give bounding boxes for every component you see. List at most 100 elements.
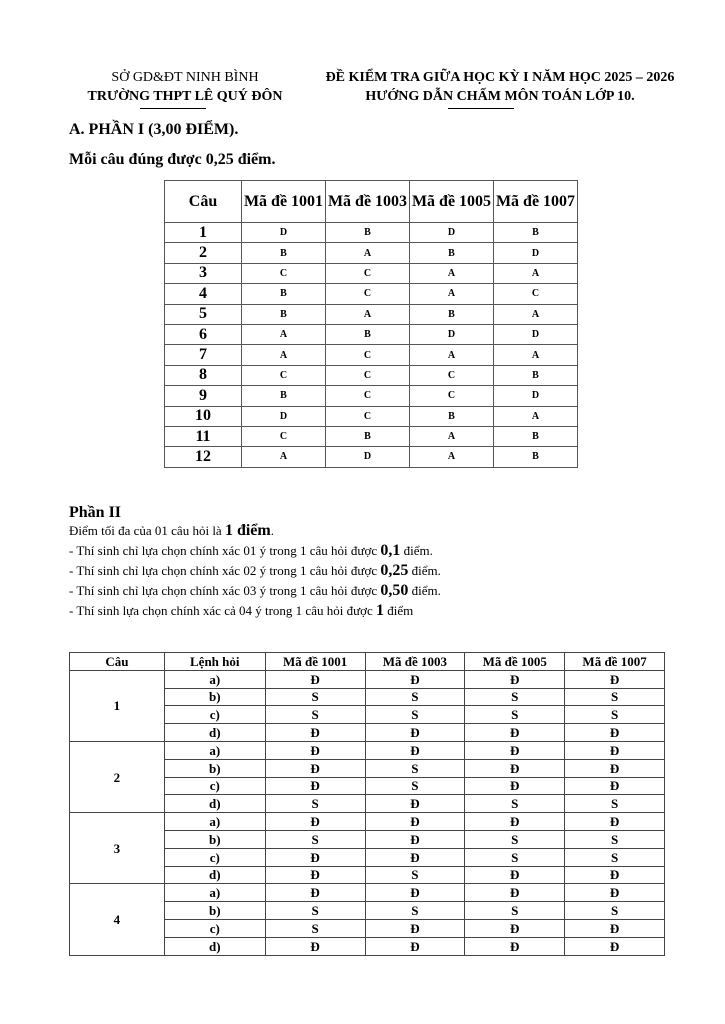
answer-cell: A (409, 425, 494, 448)
sub-question-label: c) (163, 847, 266, 867)
answer-cell: Đ (464, 776, 566, 796)
answer-cell: S (364, 901, 466, 920)
answer-cell: A (241, 446, 326, 468)
question-number: 2 (69, 740, 165, 814)
answer-cell: S (264, 918, 366, 938)
answer-cell: S (364, 705, 466, 725)
rule-text: Điểm tối đa của 01 câu hỏi là (69, 523, 225, 538)
answer-cell: S (364, 758, 466, 778)
rule-text: . (270, 523, 274, 538)
answer-cell: Đ (564, 918, 665, 938)
sub-question-label: d) (163, 794, 266, 814)
answer-cell: Đ (564, 669, 665, 689)
answer-cell: B (493, 364, 578, 387)
table-row: 11 C B A B (164, 425, 578, 448)
table-row: 2 a) Đ Đ Đ Đ (69, 740, 665, 814)
answer-cell: Đ (564, 865, 665, 885)
sub-question-label: d) (163, 936, 266, 956)
answer-cell: B (493, 221, 578, 244)
answer-cell: Đ (564, 758, 665, 778)
table-row: b) S Đ S S (70, 829, 665, 849)
answer-cell: B (241, 303, 326, 325)
answer-cell: C (325, 405, 410, 427)
rule-text: điểm. (408, 563, 441, 578)
question-number: 6 (164, 323, 242, 346)
answer-cell: S (264, 901, 366, 920)
answer-cell: S (464, 687, 566, 707)
answer-cell: S (364, 776, 466, 796)
table-row: c) Đ Đ S S (70, 847, 665, 867)
question-number: 7 (164, 344, 242, 366)
column-header: Mã đề 1001 (264, 652, 366, 671)
rule-line: Điểm tối đa của 01 câu hỏi là 1 điểm. (69, 521, 441, 541)
answer-cell: C (409, 364, 494, 387)
rule-text: - Thí sinh chỉ lựa chọn chính xác 01 ý t… (69, 543, 381, 558)
column-header: Mã đề 1007 (564, 652, 665, 671)
divider (448, 108, 514, 109)
answer-cell: A (409, 283, 494, 305)
question-number: 1 (69, 669, 165, 742)
answer-cell: C (493, 283, 578, 305)
sub-question-label: a) (163, 812, 266, 831)
answer-cell: B (241, 283, 326, 305)
question-number: 3 (69, 812, 165, 885)
answer-cell: B (325, 221, 410, 244)
table-row: 10 D C B A (164, 405, 578, 427)
answer-cell: A (325, 242, 410, 264)
part1-answer-table: Câu Mã đề 1001 Mã đề 1003 Mã đề 1005 Mã đề 1… (164, 180, 578, 468)
answer-cell: C (409, 385, 494, 407)
part1-title: A. PHẦN I (3,00 ĐIỂM). (69, 121, 239, 138)
answer-cell: B (493, 425, 578, 448)
answer-cell: Đ (464, 812, 566, 831)
question-number: 8 (164, 364, 242, 387)
answer-cell: Đ (364, 883, 466, 903)
answer-cell: A (493, 262, 578, 285)
divider (140, 108, 206, 109)
answer-cell: S (564, 847, 665, 867)
rule-line: - Thí sinh lựa chọn chính xác cả 04 ý tr… (69, 601, 441, 621)
department-name: SỞ GD&ĐT NINH BÌNH (111, 70, 259, 85)
column-header: Mã đề 1003 (325, 180, 410, 223)
sub-question-label: d) (163, 865, 266, 885)
answer-cell: Đ (464, 883, 566, 903)
answer-cell: S (564, 901, 665, 920)
column-header: Mã đề 1005 (464, 652, 566, 671)
sub-question-label: b) (163, 829, 266, 849)
answer-cell: D (493, 385, 578, 407)
sub-question-label: a) (163, 883, 266, 903)
rule-text: - Thí sinh lựa chọn chính xác cả 04 ý tr… (69, 603, 377, 618)
question-number: 4 (69, 883, 165, 956)
table-header-row: Câu Mã đề 1001 Mã đề 1003 Mã đề 1005 Mã đề 1… (164, 180, 578, 223)
answer-cell: Đ (364, 847, 466, 867)
answer-cell: Đ (364, 723, 466, 742)
question-number: 11 (164, 425, 242, 448)
question-number: 5 (164, 303, 242, 325)
question-number: 12 (164, 446, 242, 468)
table-row: c) Đ S Đ Đ (70, 776, 665, 796)
answer-cell: C (325, 262, 410, 285)
answer-cell: S (564, 705, 665, 725)
school-name: TRƯỜNG THPT LÊ QUÝ ĐÔN (87, 89, 283, 104)
answer-cell: S (364, 865, 466, 885)
answer-cell: C (241, 364, 326, 387)
rule-points: 0,25 (380, 562, 409, 579)
answer-cell: D (493, 323, 578, 346)
rule-line: - Thí sinh chỉ lựa chọn chính xác 02 ý t… (69, 561, 441, 581)
answer-cell: A (409, 446, 494, 468)
answer-cell: B (325, 323, 410, 346)
answer-cell: Đ (464, 918, 566, 938)
sub-question-label: c) (163, 776, 266, 796)
header-left: SỞ GD&ĐT NINH BÌNH TRƯỜNG THPT LÊ QUÝ ĐÔ… (70, 68, 300, 106)
answer-cell: Đ (564, 723, 665, 742)
answer-cell: D (409, 221, 494, 244)
answer-cell: A (409, 262, 494, 285)
rule-points: 0,50 (380, 582, 409, 599)
rule-text: - Thí sinh chỉ lựa chọn chính xác 03 ý t… (69, 583, 381, 598)
table-row: b) Đ S Đ Đ (70, 758, 665, 778)
answer-cell: Đ (364, 740, 466, 760)
sub-question-label: c) (163, 918, 266, 938)
answer-cell: C (241, 262, 326, 285)
column-header: Câu (69, 652, 165, 671)
column-header: Lệnh hỏi (163, 652, 266, 671)
